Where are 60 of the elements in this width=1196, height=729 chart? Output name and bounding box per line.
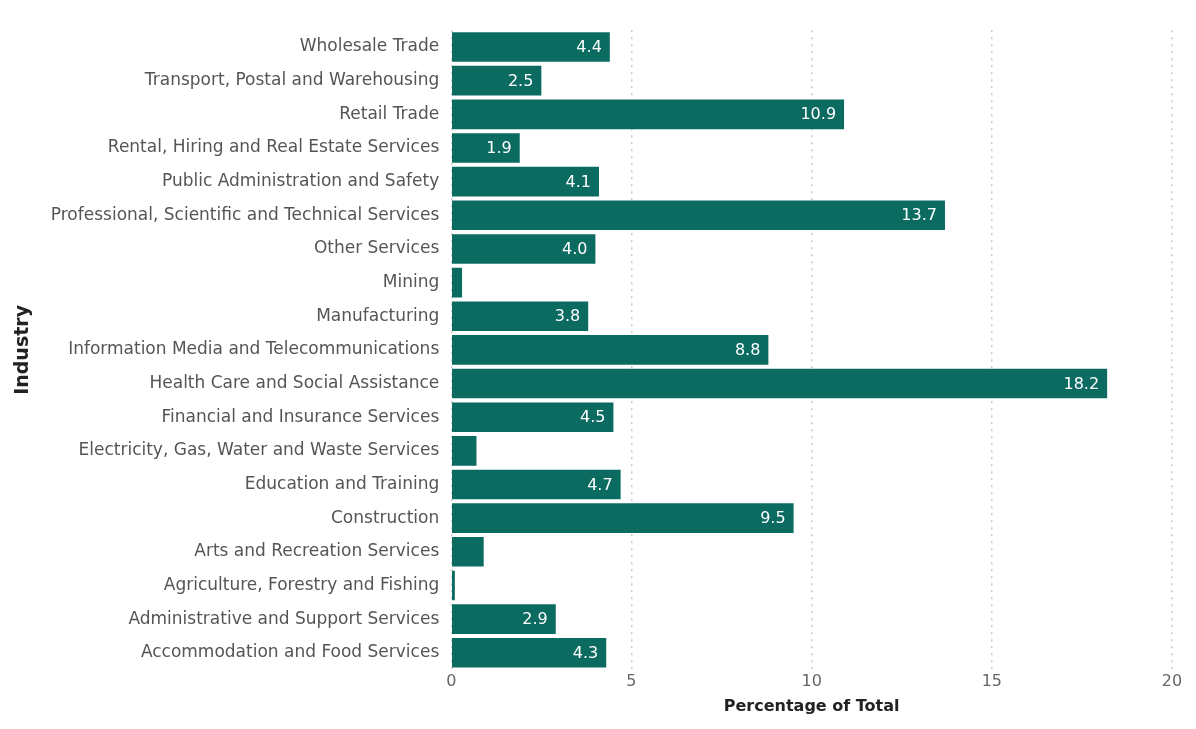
bar: [452, 469, 621, 500]
bar: [452, 99, 845, 130]
x-tick-label: 10: [801, 671, 822, 691]
data-label: 4.0: [561, 239, 588, 259]
y-tick-label: Transport, Postal and Warehousing: [143, 69, 440, 90]
data-label: 4.1: [565, 171, 592, 191]
bar: [452, 200, 945, 231]
y-tick-label: Electricity, Gas, Water and Waste Services: [78, 439, 440, 460]
bar: [452, 335, 769, 365]
bar: [452, 301, 589, 332]
bar: [452, 436, 477, 466]
y-tick-label: Education and Training: [244, 472, 440, 493]
x-axis-title: Percentage of Total: [723, 695, 900, 715]
y-tick-label: Accommodation and Food Services: [140, 641, 440, 662]
bar: [452, 32, 610, 62]
bar: [452, 133, 520, 163]
y-tick-label: Arts and Recreation Services: [194, 540, 440, 561]
y-tick-label: Other Services: [313, 237, 440, 258]
y-tick-label: Construction: [331, 506, 440, 527]
data-label: 3.8: [554, 306, 581, 326]
bar: [452, 637, 607, 668]
x-tick-label: 0: [446, 671, 457, 691]
y-axis-title: Industry: [10, 304, 33, 395]
x-tick-label: 15: [981, 671, 1002, 691]
x-tick-label: 20: [1161, 671, 1183, 691]
bar: [452, 65, 542, 96]
bar: [452, 267, 463, 298]
x-tick-label: 5: [626, 671, 637, 691]
y-tick-label: Mining: [382, 271, 440, 292]
y-tick-label: Public Administration and Safety: [161, 170, 440, 191]
data-label: 13.7: [901, 205, 937, 225]
bar: [452, 368, 1108, 399]
bar: [452, 570, 455, 601]
y-tick-label: Financial and Insurance Services: [161, 405, 440, 426]
y-tick-label: Wholesale Trade: [299, 35, 440, 56]
bar: [452, 234, 596, 264]
data-label: 2.9: [522, 609, 548, 629]
y-tick-label: Rental, Hiring and Real Estate Services: [107, 136, 440, 157]
data-label: 18.2: [1063, 373, 1100, 393]
y-tick-label: Health Care and Social Assistance: [149, 371, 440, 392]
data-label: 4.3: [572, 642, 599, 662]
y-tick-label: Administrative and Support Services: [128, 607, 440, 628]
data-label: 4.7: [587, 474, 613, 494]
bar: [452, 503, 794, 533]
y-tick-label: Retail Trade: [339, 102, 440, 123]
y-tick-label: Agriculture, Forestry and Fishing: [163, 573, 440, 594]
y-tick-label: Manufacturing: [316, 304, 440, 325]
data-label: 9.5: [760, 508, 786, 528]
data-label: 1.9: [486, 138, 512, 158]
data-label: 2.5: [507, 70, 534, 90]
data-label: 10.9: [800, 104, 837, 124]
bar: [452, 604, 556, 634]
y-tick-label: Information Media and Telecommunications: [68, 338, 440, 359]
data-label: 4.5: [579, 407, 606, 427]
bar: [452, 166, 600, 197]
bar: [452, 402, 614, 433]
bar: [452, 537, 484, 567]
y-tick-label: Professional, Scientific and Technical Services: [50, 203, 440, 224]
data-label: 8.8: [734, 340, 761, 360]
data-label: 4.4: [576, 37, 602, 57]
